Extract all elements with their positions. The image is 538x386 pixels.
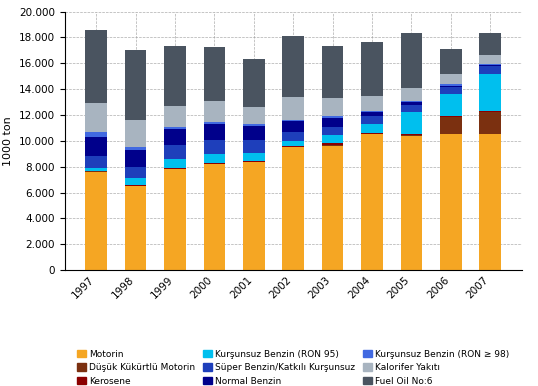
Bar: [322, 98, 343, 116]
Bar: [203, 102, 225, 122]
Y-axis label: 1000 ton: 1000 ton: [3, 116, 13, 166]
Bar: [401, 102, 422, 105]
Bar: [440, 134, 462, 270]
Bar: [243, 140, 265, 153]
Bar: [282, 147, 304, 270]
Bar: [203, 124, 225, 140]
Bar: [86, 172, 107, 270]
Bar: [164, 159, 186, 168]
Bar: [282, 36, 304, 97]
Bar: [203, 122, 225, 124]
Bar: [479, 66, 501, 74]
Bar: [86, 30, 107, 103]
Bar: [401, 134, 422, 135]
Bar: [479, 74, 501, 111]
Bar: [125, 147, 146, 150]
Legend: Motorin, Düşük Kükürtlü Motorin, Kerosene, Kurşunsuz Benzin (RON 95), Süper Benz: Motorin, Düşük Kükürtlü Motorin, Kerosen…: [74, 347, 512, 386]
Bar: [282, 122, 304, 132]
Bar: [125, 120, 146, 147]
Bar: [479, 33, 501, 55]
Bar: [86, 171, 107, 172]
Bar: [243, 153, 265, 161]
Bar: [164, 127, 186, 129]
Bar: [86, 137, 107, 156]
Bar: [322, 143, 343, 146]
Bar: [361, 110, 383, 112]
Bar: [479, 55, 501, 64]
Bar: [243, 124, 265, 126]
Bar: [361, 116, 383, 124]
Bar: [322, 118, 343, 127]
Bar: [164, 145, 186, 159]
Bar: [361, 42, 383, 96]
Bar: [361, 96, 383, 110]
Bar: [243, 126, 265, 140]
Bar: [164, 46, 186, 106]
Bar: [125, 167, 146, 178]
Bar: [440, 116, 462, 117]
Bar: [401, 136, 422, 270]
Bar: [322, 127, 343, 135]
Bar: [361, 124, 383, 133]
Bar: [125, 185, 146, 186]
Bar: [440, 117, 462, 134]
Bar: [86, 132, 107, 137]
Bar: [243, 107, 265, 124]
Bar: [125, 50, 146, 120]
Bar: [401, 101, 422, 102]
Bar: [361, 112, 383, 116]
Bar: [243, 161, 265, 162]
Bar: [401, 105, 422, 112]
Bar: [361, 133, 383, 134]
Bar: [479, 134, 501, 270]
Bar: [125, 150, 146, 167]
Bar: [203, 164, 225, 270]
Bar: [164, 168, 186, 169]
Bar: [86, 156, 107, 168]
Bar: [282, 146, 304, 147]
Bar: [164, 106, 186, 127]
Bar: [282, 141, 304, 146]
Bar: [479, 112, 501, 134]
Bar: [440, 74, 462, 84]
Bar: [440, 49, 462, 74]
Bar: [401, 88, 422, 101]
Bar: [440, 86, 462, 94]
Bar: [322, 135, 343, 143]
Bar: [322, 146, 343, 270]
Bar: [125, 178, 146, 185]
Bar: [125, 186, 146, 270]
Bar: [479, 111, 501, 112]
Bar: [203, 154, 225, 163]
Bar: [322, 116, 343, 118]
Bar: [479, 64, 501, 65]
Bar: [203, 140, 225, 154]
Bar: [282, 132, 304, 141]
Bar: [322, 46, 343, 98]
Bar: [243, 162, 265, 270]
Bar: [86, 103, 107, 132]
Bar: [361, 134, 383, 270]
Bar: [282, 120, 304, 122]
Bar: [282, 97, 304, 120]
Bar: [203, 47, 225, 102]
Bar: [164, 169, 186, 270]
Bar: [401, 32, 422, 88]
Bar: [401, 112, 422, 134]
Bar: [440, 84, 462, 86]
Bar: [243, 59, 265, 107]
Bar: [401, 135, 422, 136]
Bar: [479, 65, 501, 66]
Bar: [86, 168, 107, 171]
Bar: [164, 129, 186, 145]
Bar: [203, 163, 225, 164]
Bar: [440, 94, 462, 116]
